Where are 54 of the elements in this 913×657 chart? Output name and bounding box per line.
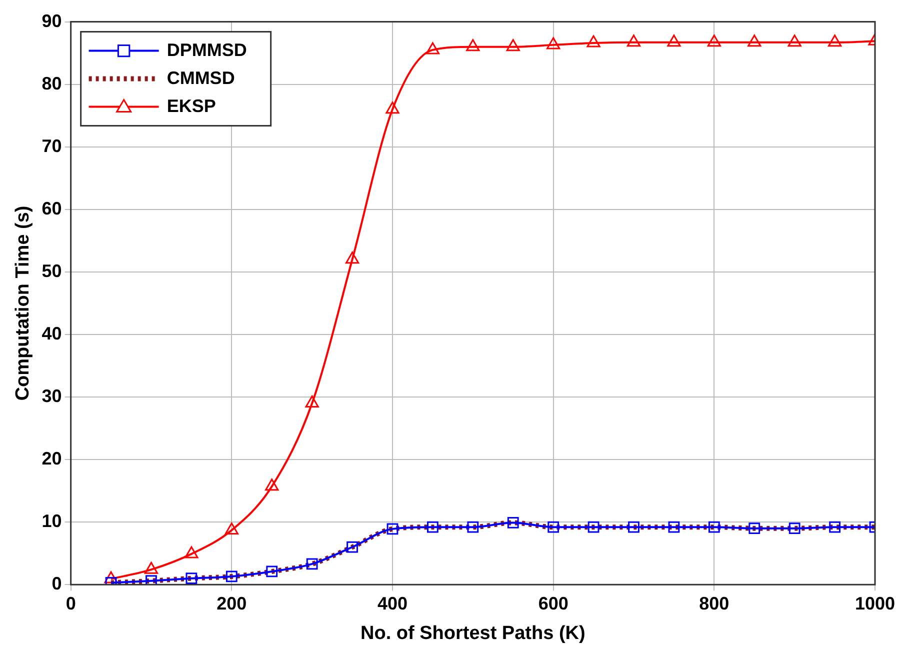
point [306,558,318,570]
x-tick-label: 800 [699,593,730,614]
point [506,39,520,52]
point [829,521,840,533]
x-axis-title: No. of Shortest Paths (K) [360,622,586,644]
x-tick-label: 1000 [854,593,896,614]
point [748,34,762,47]
y-tick-label: 90 [42,10,62,31]
point [546,37,560,50]
point [386,102,400,114]
y-tick-label: 60 [42,198,62,218]
legend-label: DPMMSD [166,40,247,60]
y-tick-label: 20 [42,448,62,468]
y-axis-title: Computation Time (s) [12,206,34,401]
point [507,516,519,528]
point [788,522,800,534]
x-tick-label: 400 [377,593,408,614]
point [427,521,438,533]
point [586,35,600,48]
point [345,252,360,264]
point [426,42,440,54]
y-tick-label: 70 [42,136,62,156]
point [668,521,680,533]
point [386,523,398,535]
point [265,478,279,491]
legend-label: EKSP [166,96,216,116]
y-tick-label: 40 [42,323,62,344]
x-tick-label: 200 [216,593,247,614]
y-tick-label: 50 [42,260,62,281]
point [628,521,640,533]
point [467,521,479,533]
point [266,566,278,578]
point [346,541,358,553]
y-tick-label: 10 [42,511,62,532]
point [667,34,681,47]
y-tick-label: 80 [42,73,62,94]
legend-label: CMMSD [166,68,235,88]
point [466,39,480,52]
point [788,34,802,47]
point [588,521,600,533]
point [548,521,560,533]
point [305,396,319,408]
y-tick-label: 0 [52,574,62,594]
point [626,34,641,47]
point [708,521,720,533]
x-tick-label: 600 [538,593,568,614]
point [186,572,198,584]
y-tick-label: 30 [42,386,62,406]
point [226,570,238,582]
x-tick-label: 0 [66,593,76,614]
point [828,34,842,47]
point [707,34,721,47]
point [748,522,760,534]
point [146,575,157,585]
